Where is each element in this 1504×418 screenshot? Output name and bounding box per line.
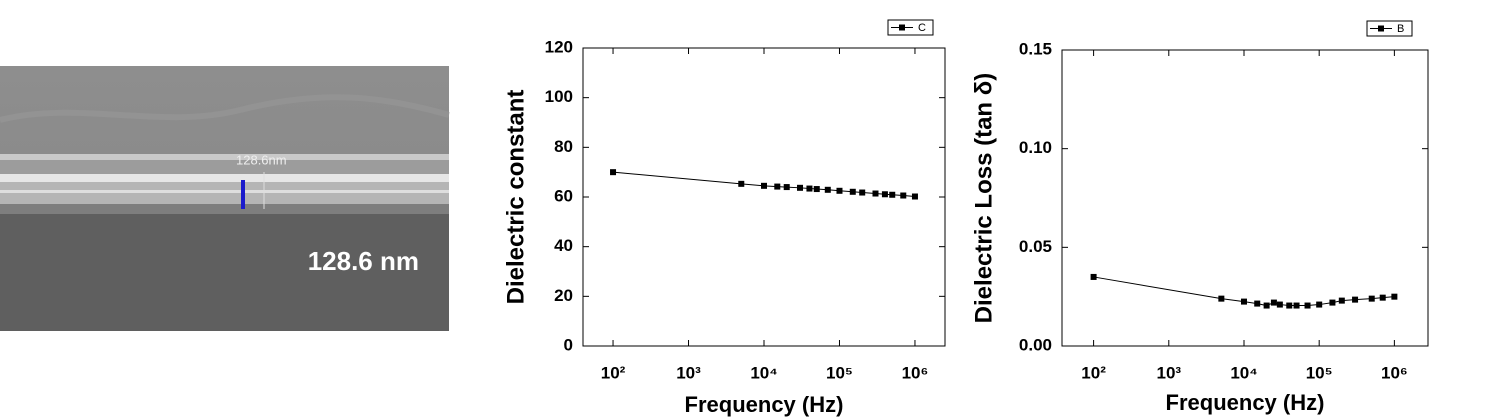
x-tick-label: 10³: [676, 363, 701, 382]
y-tick-label: 0.05: [1019, 237, 1052, 256]
y-tick-label: 40: [554, 236, 573, 255]
y-axis-label: Dielectric constant: [502, 90, 529, 305]
data-point: [1254, 300, 1261, 307]
plot-frame: [1061, 49, 1429, 347]
y-tick-label: 0: [564, 335, 573, 354]
x-tick-label: 10⁶: [902, 363, 929, 382]
data-point: [1304, 302, 1311, 309]
sem-layer: [0, 190, 449, 193]
data-point: [806, 185, 813, 192]
x-tick-label: 10⁴: [750, 363, 777, 382]
y-tick-label: 100: [545, 87, 573, 106]
data-point: [738, 180, 745, 187]
x-tick-label: 10²: [1081, 363, 1106, 382]
data-point: [872, 190, 879, 197]
sem-layer: [0, 154, 449, 160]
data-point: [1293, 302, 1300, 309]
measure-bar: [241, 180, 245, 209]
sem-substrate: [0, 214, 449, 331]
data-point: [1218, 295, 1225, 302]
legend-marker: [899, 24, 905, 31]
data-point: [1368, 295, 1375, 302]
y-tick-label: 0.10: [1019, 138, 1052, 157]
data-point: [836, 187, 843, 194]
data-point: [911, 193, 918, 200]
legend-label: C: [918, 22, 926, 34]
y-axis-label: Dielectric Loss (tan δ): [970, 73, 997, 324]
x-axis-label: Frequency (Hz): [1166, 390, 1325, 415]
data-point: [1286, 302, 1293, 309]
legend: B: [1366, 20, 1413, 37]
legend-marker: [1378, 25, 1384, 32]
x-tick-label: 10⁶: [1381, 363, 1408, 382]
data-point: [813, 186, 820, 193]
measure-label: 128.6nm: [236, 152, 287, 167]
data-point: [900, 192, 907, 199]
x-tick-label: 10²: [601, 363, 626, 382]
data-point: [761, 182, 767, 189]
legend: C: [887, 19, 934, 36]
data-point: [1270, 299, 1277, 306]
data-point: [1391, 293, 1398, 300]
x-tick-label: 10⁵: [1306, 363, 1333, 382]
data-point: [1338, 297, 1345, 304]
y-tick-label: 60: [554, 186, 573, 205]
y-tick-label: 80: [554, 137, 573, 156]
data-point: [783, 184, 790, 191]
sem-layer: [0, 174, 449, 182]
legend-label: B: [1397, 23, 1404, 35]
data-point: [774, 183, 781, 190]
data-point: [881, 191, 888, 198]
data-point: [1240, 298, 1247, 305]
x-tick-label: 10⁴: [1230, 363, 1257, 382]
data-point: [1329, 299, 1336, 306]
data-point: [1352, 296, 1359, 303]
data-point: [849, 188, 856, 195]
y-tick-label: 0.15: [1019, 39, 1052, 58]
x-axis-label: Frequency (Hz): [685, 392, 844, 417]
sem-image: 128.6nm 128.6 nm: [0, 66, 450, 331]
y-tick-label: 20: [554, 286, 573, 305]
data-point: [824, 186, 831, 193]
data-point: [797, 184, 804, 191]
data-point: [610, 169, 617, 176]
data-point: [1276, 301, 1283, 308]
y-tick-label: 0.00: [1019, 335, 1052, 354]
data-point: [1263, 302, 1270, 309]
sem-texture: [0, 94, 450, 123]
data-point: [889, 191, 896, 198]
data-point: [1090, 273, 1097, 280]
data-point: [859, 189, 866, 196]
sem-layer: [0, 204, 449, 214]
data-point: [1316, 301, 1323, 308]
y-tick-label: 120: [545, 37, 573, 56]
x-tick-label: 10³: [1157, 363, 1182, 382]
sem-layer: [0, 160, 449, 176]
thickness-text: 128.6 nm: [308, 246, 419, 276]
data-point: [1379, 294, 1386, 301]
x-tick-label: 10⁵: [826, 363, 853, 382]
